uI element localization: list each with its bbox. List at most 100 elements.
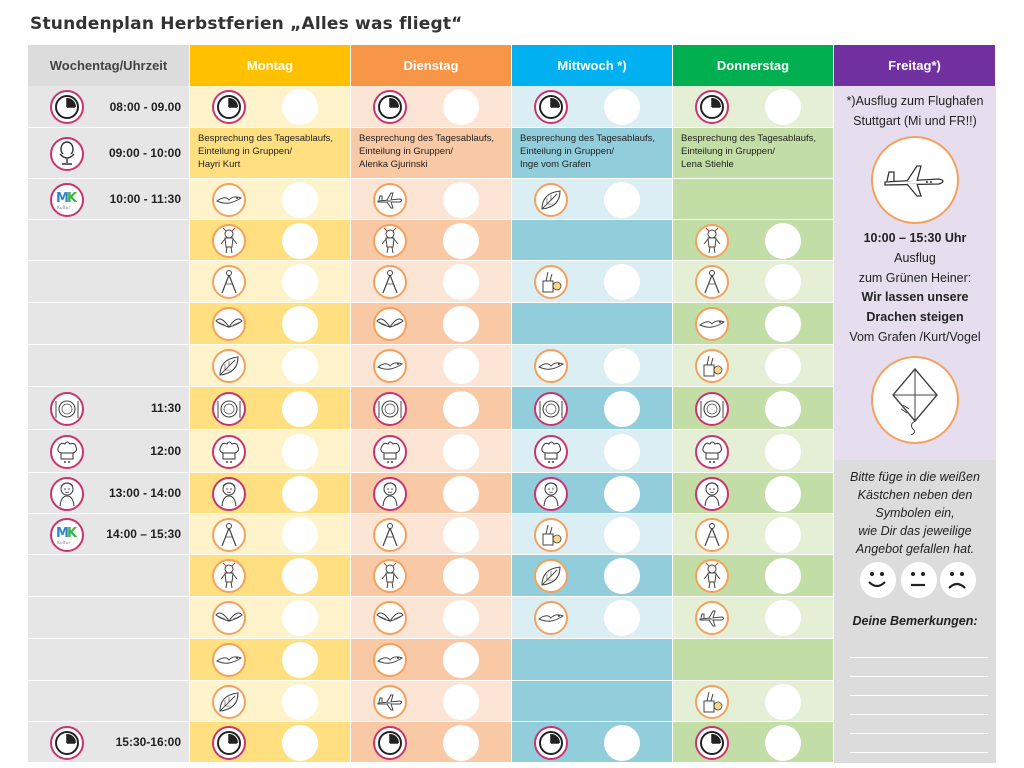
- day-cell: [673, 430, 834, 473]
- description-line: Einteilung in Gruppen/: [359, 146, 454, 157]
- rating-box[interactable]: [765, 89, 801, 125]
- rating-box[interactable]: [765, 264, 801, 300]
- day-cell: [351, 681, 512, 722]
- day-cell: [351, 86, 512, 128]
- figure-icon: [373, 559, 407, 593]
- rating-box[interactable]: [282, 516, 318, 553]
- header-dienstag: Dienstag: [351, 45, 512, 86]
- remarks-line[interactable]: [850, 657, 988, 658]
- rating-box[interactable]: [282, 222, 318, 259]
- remarks-line[interactable]: [850, 695, 988, 696]
- trip-highlight: Wir lassen unsere: [861, 290, 969, 304]
- rating-box[interactable]: [282, 724, 318, 761]
- rating-box[interactable]: [443, 181, 479, 218]
- trip-note: *)Ausflug zum Flughafen: [846, 94, 984, 108]
- rating-box[interactable]: [604, 724, 640, 761]
- description-line: Hayri Kurt: [198, 159, 241, 170]
- time-label: 12:00: [150, 444, 181, 458]
- figure-icon: [695, 559, 729, 593]
- remarks-line[interactable]: [850, 752, 988, 753]
- remarks-line[interactable]: [850, 714, 988, 715]
- rating-box[interactable]: [282, 306, 318, 342]
- rating-box[interactable]: [282, 475, 318, 512]
- rating-box[interactable]: [604, 475, 640, 512]
- clock-icon: [695, 90, 729, 124]
- figure-icon: [373, 223, 407, 258]
- rating-box[interactable]: [443, 600, 479, 636]
- clock-icon: [373, 90, 407, 124]
- rating-box[interactable]: [604, 516, 640, 553]
- rating-box[interactable]: [282, 89, 318, 125]
- rating-box[interactable]: [765, 306, 801, 342]
- rating-box[interactable]: [443, 475, 479, 512]
- day-cell: [190, 639, 351, 681]
- rating-box[interactable]: [765, 475, 801, 512]
- rating-box[interactable]: [282, 683, 318, 720]
- rating-box[interactable]: [765, 222, 801, 259]
- rating-box[interactable]: [604, 558, 640, 594]
- rating-box[interactable]: [765, 724, 801, 761]
- rating-box[interactable]: [604, 433, 640, 470]
- rating-box[interactable]: [604, 600, 640, 636]
- rating-box[interactable]: [282, 264, 318, 300]
- rating-box[interactable]: [604, 348, 640, 384]
- day-cell: [673, 303, 834, 345]
- day-cell: [190, 86, 351, 128]
- day-cell: [190, 387, 351, 430]
- rating-box[interactable]: [604, 89, 640, 125]
- time-cell: 11:30: [28, 387, 190, 430]
- rating-box[interactable]: [443, 683, 479, 720]
- rating-box[interactable]: [282, 558, 318, 594]
- rating-box[interactable]: [443, 89, 479, 125]
- rating-box[interactable]: [765, 516, 801, 553]
- day-cell: [673, 555, 834, 597]
- rating-box[interactable]: [282, 390, 318, 427]
- neutral-face-icon[interactable]: [901, 562, 937, 598]
- rating-box[interactable]: [443, 306, 479, 342]
- rating-box[interactable]: [443, 348, 479, 384]
- kite-icon: [871, 356, 959, 444]
- rating-box[interactable]: [443, 516, 479, 553]
- day-cell: [190, 473, 351, 514]
- rating-box[interactable]: [443, 642, 479, 678]
- rating-box[interactable]: [282, 348, 318, 384]
- rating-box[interactable]: [282, 181, 318, 218]
- day-cell: [673, 597, 834, 639]
- rating-box[interactable]: [443, 558, 479, 594]
- time-cell: 08:00 - 09.00: [28, 86, 190, 128]
- rating-box[interactable]: [765, 683, 801, 720]
- rating-box[interactable]: [604, 181, 640, 218]
- rating-box[interactable]: [604, 390, 640, 427]
- sad-face-icon[interactable]: [940, 562, 976, 598]
- rating-box[interactable]: [443, 222, 479, 259]
- rating-box[interactable]: [443, 390, 479, 427]
- rating-box[interactable]: [443, 724, 479, 761]
- rating-box[interactable]: [765, 390, 801, 427]
- description-line: Besprechung des Tagesablaufs,: [359, 133, 495, 144]
- rating-box[interactable]: [282, 642, 318, 678]
- rating-box[interactable]: [443, 264, 479, 300]
- craft-icon: [534, 265, 568, 299]
- instruction-line: Bitte füge in die weißen: [850, 470, 980, 484]
- instruction-line: wie Dir das jeweilige: [858, 524, 972, 538]
- plate-icon: [695, 391, 729, 426]
- time-cell: [28, 681, 190, 722]
- clock-icon: [373, 725, 407, 760]
- rating-box[interactable]: [282, 600, 318, 636]
- rating-box[interactable]: [765, 600, 801, 636]
- rating-box[interactable]: [604, 264, 640, 300]
- svg-text:Kultur: Kultur: [57, 540, 70, 546]
- time-label: 09:00 - 10:00: [108, 146, 181, 160]
- happy-face-icon[interactable]: [860, 562, 896, 598]
- rating-box[interactable]: [765, 558, 801, 594]
- remarks-line[interactable]: [850, 733, 988, 734]
- rating-box[interactable]: [765, 348, 801, 384]
- remarks-line[interactable]: [850, 676, 988, 677]
- rating-box[interactable]: [443, 433, 479, 470]
- clock-icon: [212, 725, 246, 760]
- rating-box[interactable]: [765, 433, 801, 470]
- rating-box[interactable]: [282, 433, 318, 470]
- day-cell: [673, 681, 834, 722]
- timetable: Wochentag/Uhrzeit Montag Dienstag Mittwoch …: [28, 45, 996, 763]
- description-line: Alenka Gjurinski: [359, 159, 428, 170]
